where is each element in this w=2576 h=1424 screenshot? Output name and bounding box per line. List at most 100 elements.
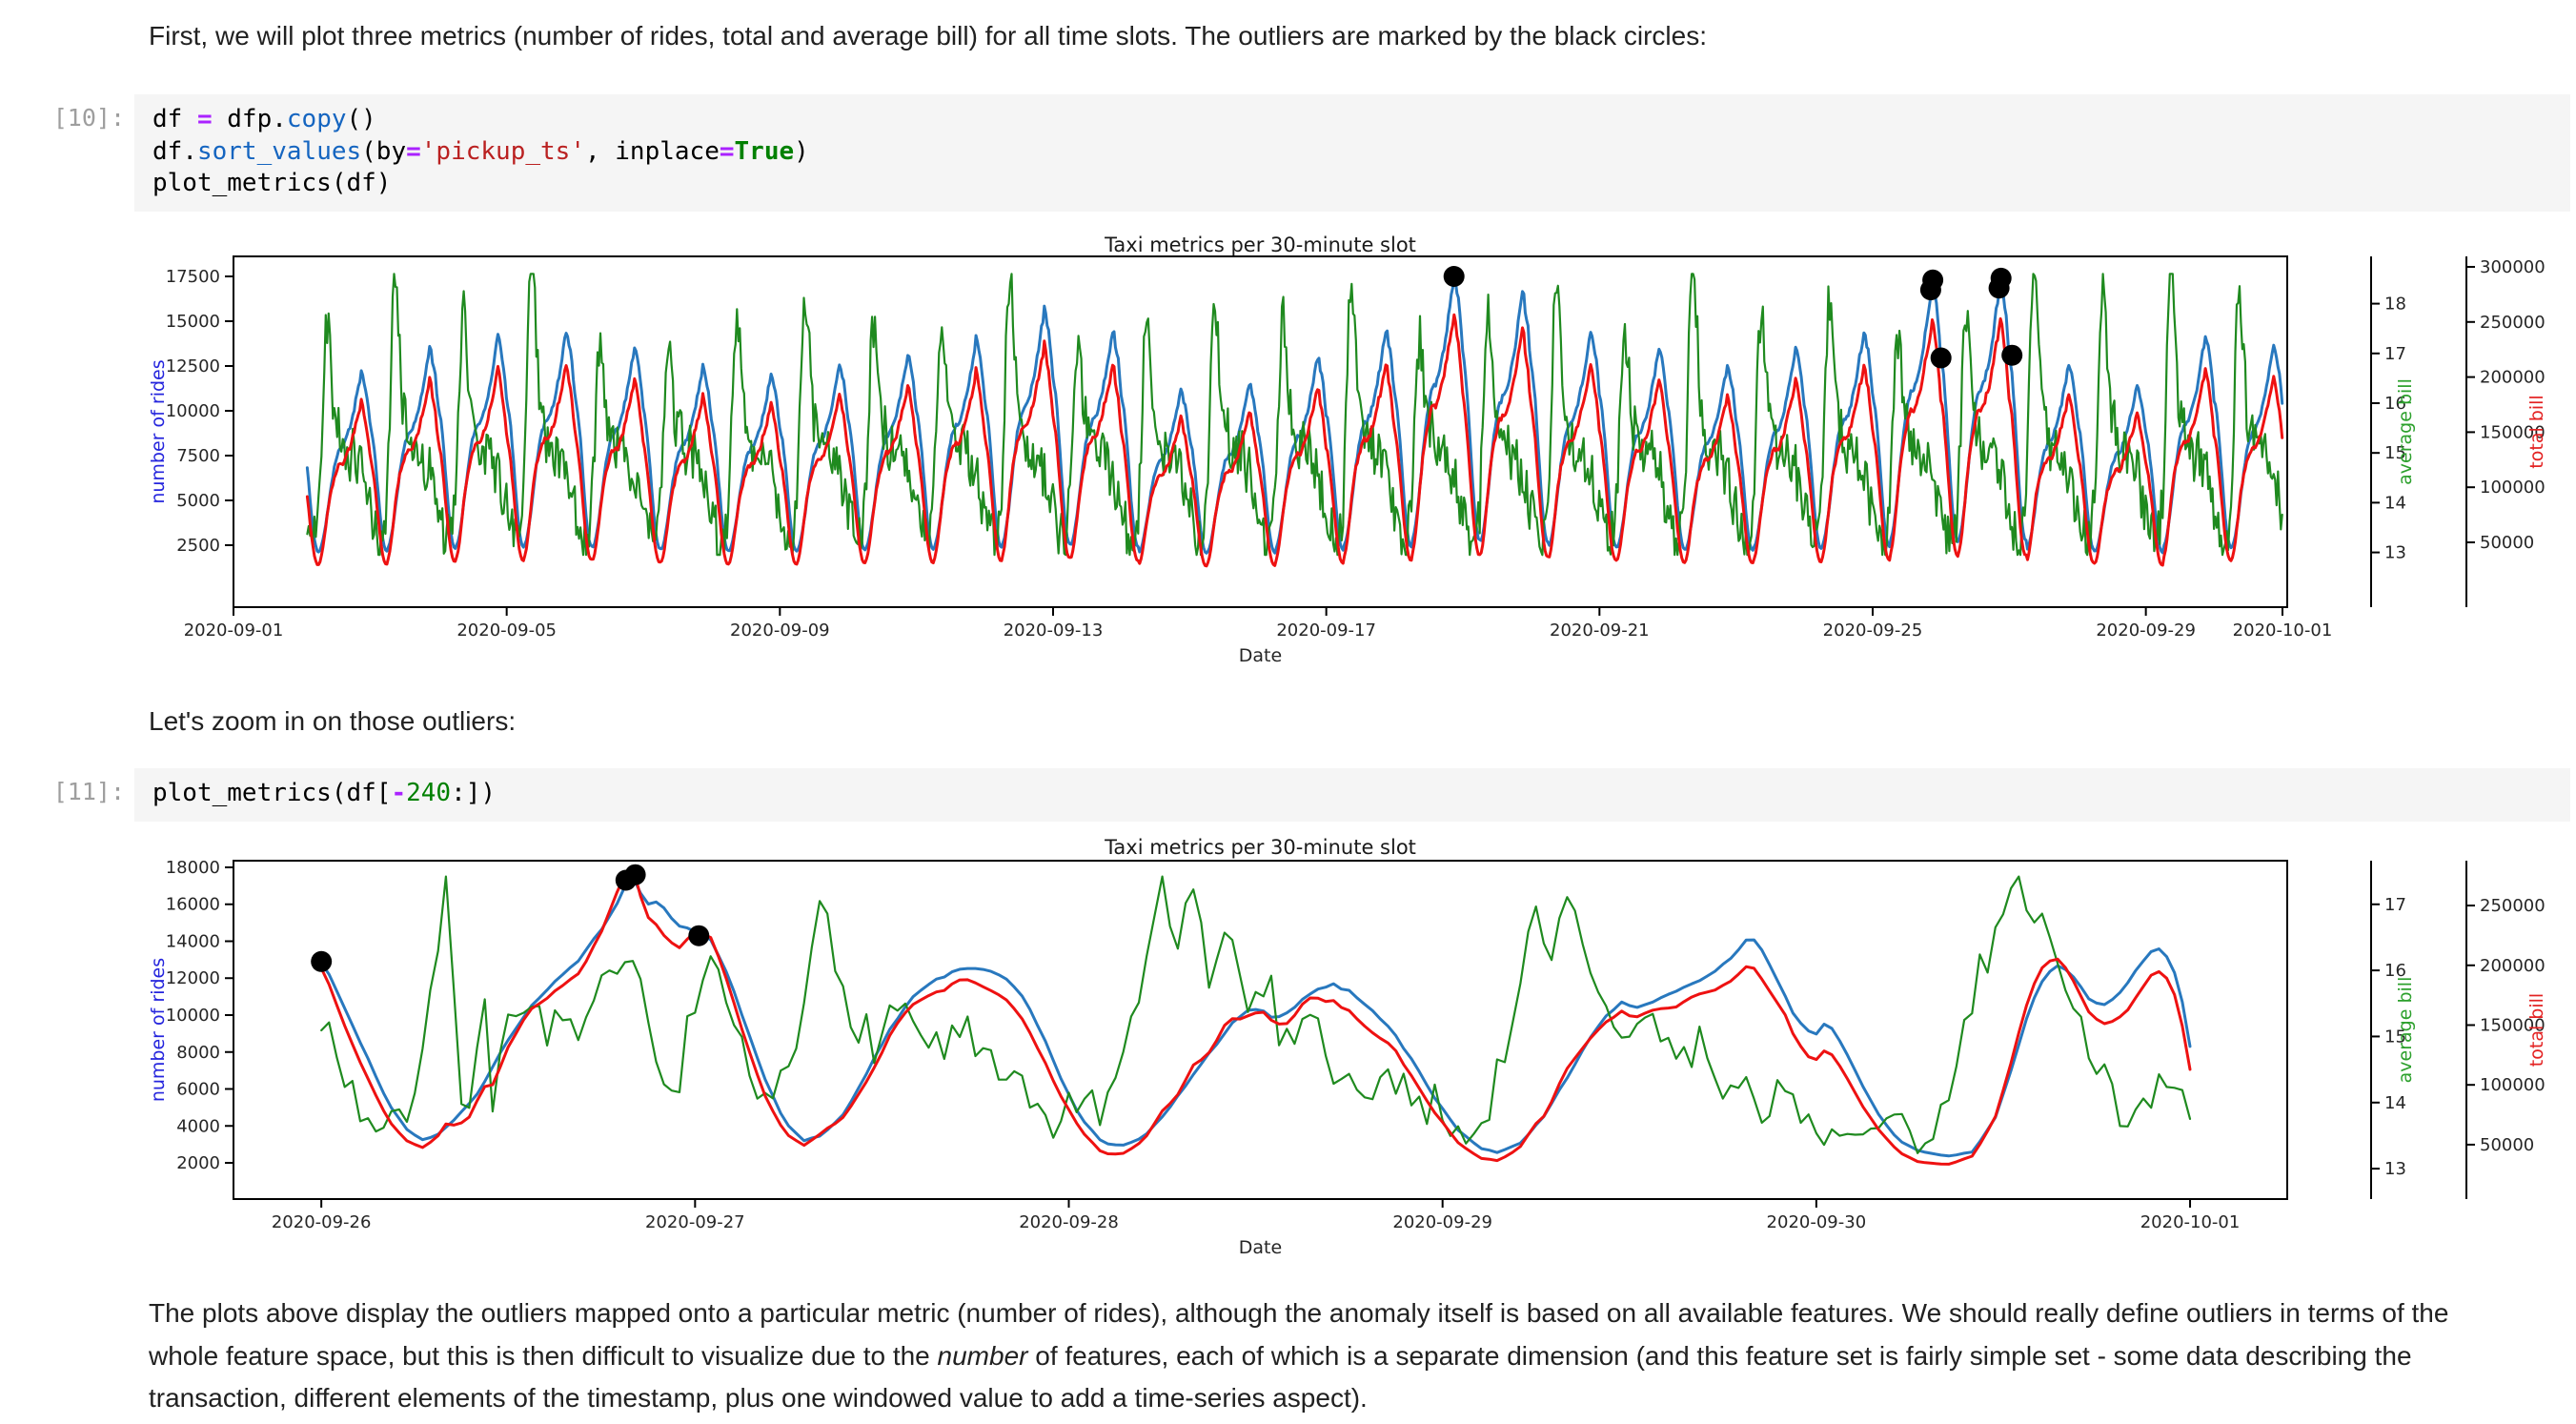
- svg-text:200000: 200000: [2480, 956, 2546, 976]
- chart-output-taxi-metrics-all: Taxi metrics per 30-minute slot 2500 5000 7…: [0, 231, 2576, 674]
- code-token: =: [196, 104, 213, 133]
- code-token: 'pickup_ts': [420, 136, 585, 166]
- markdown-cell-zoom: Let's zoom in on those outliers:: [149, 706, 517, 737]
- svg-text:2020-09-01: 2020-09-01: [184, 620, 284, 641]
- code-token: ): [794, 136, 809, 166]
- svg-text:2020-09-27: 2020-09-27: [645, 1212, 745, 1232]
- svg-text:2500: 2500: [176, 536, 220, 556]
- svg-text:15: 15: [2384, 1027, 2406, 1047]
- svg-text:15000: 15000: [166, 312, 220, 332]
- svg-text:Date: Date: [1239, 1237, 1282, 1256]
- cell-prompt: [10]:: [52, 103, 125, 132]
- chart-plot2: Taxi metrics per 30-minute slot 2000 4000 6…: [148, 836, 2547, 1256]
- svg-text:10000: 10000: [166, 401, 220, 421]
- code-token: :]): [451, 778, 497, 807]
- code-input[interactable]: df = dfp.copy() df.sort_values(by='pickup…: [134, 93, 2570, 213]
- svg-text:total bill: total bill: [2526, 395, 2547, 468]
- svg-text:average bill: average bill: [2395, 378, 2416, 485]
- svg-text:2020-10-01: 2020-10-01: [2233, 620, 2333, 641]
- svg-text:16: 16: [2384, 961, 2406, 981]
- code-token: =: [406, 136, 421, 166]
- code-token: .: [182, 136, 197, 166]
- code-token: 240: [406, 778, 452, 807]
- code-cell-10: [10]: df = dfp.copy() df.sort_values(by='…: [0, 93, 2576, 213]
- code-token: df: [152, 104, 197, 133]
- svg-text:2000: 2000: [176, 1153, 220, 1173]
- svg-text:2020-09-25: 2020-09-25: [1823, 620, 1923, 641]
- svg-text:2020-10-01: 2020-10-01: [2140, 1212, 2241, 1232]
- svg-text:2020-09-29: 2020-09-29: [2096, 620, 2196, 641]
- code-token: plot_metrics(df[: [152, 778, 392, 807]
- svg-text:Date: Date: [1239, 645, 1282, 666]
- paragraph-text: of features, each of which is a separate…: [149, 1340, 2412, 1414]
- svg-text:150000: 150000: [2480, 423, 2546, 443]
- svg-text:5000: 5000: [176, 491, 220, 511]
- code-input[interactable]: plot_metrics(df[-240:]): [134, 767, 2570, 822]
- svg-text:50000: 50000: [2480, 1135, 2534, 1155]
- svg-text:Taxi metrics per 30-minute slo: Taxi metrics per 30-minute slot: [1104, 836, 1416, 859]
- svg-text:2020-09-13: 2020-09-13: [1004, 620, 1104, 641]
- svg-text:100000: 100000: [2480, 1075, 2546, 1095]
- emphasized-text: number: [937, 1340, 1028, 1371]
- svg-text:17: 17: [2384, 895, 2406, 915]
- svg-text:250000: 250000: [2480, 896, 2546, 916]
- svg-text:17: 17: [2384, 344, 2406, 364]
- chart-plot1: Taxi metrics per 30-minute slot 2500 5000 7…: [148, 234, 2547, 666]
- code-cell-11: [11]: plot_metrics(df[-240:]): [0, 767, 2576, 822]
- svg-text:50000: 50000: [2480, 533, 2534, 553]
- svg-text:15: 15: [2384, 443, 2406, 463]
- svg-text:12500: 12500: [166, 356, 220, 376]
- svg-text:Taxi metrics per 30-minute slo: Taxi metrics per 30-minute slot: [1104, 234, 1416, 256]
- svg-text:100000: 100000: [2480, 478, 2546, 498]
- svg-text:average bill: average bill: [2395, 976, 2416, 1083]
- svg-text:number of rides: number of rides: [148, 958, 169, 1102]
- svg-text:2020-09-29: 2020-09-29: [1392, 1212, 1492, 1232]
- svg-text:14: 14: [2384, 494, 2406, 514]
- code-token: dfp: [212, 104, 273, 133]
- svg-text:14: 14: [2384, 1093, 2406, 1113]
- paragraph-text: The plots above display the outliers map…: [149, 1297, 2449, 1371]
- svg-text:10000: 10000: [166, 1006, 220, 1026]
- svg-text:4000: 4000: [176, 1116, 220, 1136]
- code-token: df: [152, 136, 183, 166]
- code-token: -: [391, 778, 407, 807]
- cell-prompt: [11]:: [52, 777, 125, 805]
- markdown-cell-discussion: The plots above display the outliers map…: [149, 1292, 2474, 1420]
- svg-text:2020-09-30: 2020-09-30: [1767, 1212, 1867, 1232]
- svg-text:200000: 200000: [2480, 368, 2546, 388]
- code-token: True: [734, 136, 795, 166]
- svg-text:18000: 18000: [166, 858, 220, 878]
- code-text[interactable]: plot_metrics(df[-240:]): [152, 778, 2570, 810]
- code-token: sort_values: [196, 136, 362, 166]
- svg-text:number of rides: number of rides: [148, 360, 169, 504]
- svg-text:18: 18: [2384, 295, 2406, 315]
- code-token: (): [346, 104, 376, 133]
- svg-text:13: 13: [2384, 543, 2406, 563]
- code-token: , inplace: [584, 136, 720, 166]
- svg-text:300000: 300000: [2480, 257, 2546, 277]
- markdown-cell-intro: First, we will plot three metrics (numbe…: [149, 21, 1707, 51]
- code-token: (by: [361, 136, 407, 166]
- svg-text:7500: 7500: [176, 446, 220, 466]
- svg-text:150000: 150000: [2480, 1015, 2546, 1035]
- svg-text:2020-09-09: 2020-09-09: [730, 620, 830, 641]
- svg-text:6000: 6000: [176, 1079, 220, 1099]
- svg-text:2020-09-26: 2020-09-26: [272, 1212, 372, 1232]
- code-token: .: [272, 104, 287, 133]
- svg-text:17500: 17500: [166, 267, 220, 287]
- svg-text:13: 13: [2384, 1159, 2406, 1179]
- chart-output-taxi-metrics-zoom: Taxi metrics per 30-minute slot 2000 4000 6…: [0, 835, 2576, 1256]
- svg-text:total bill: total bill: [2526, 993, 2547, 1067]
- svg-text:16000: 16000: [166, 895, 220, 915]
- svg-text:12000: 12000: [166, 968, 220, 988]
- code-text[interactable]: df = dfp.copy() df.sort_values(by='pickup…: [152, 104, 2570, 200]
- svg-text:8000: 8000: [176, 1043, 220, 1063]
- code-token: copy: [286, 104, 347, 133]
- svg-text:16: 16: [2384, 394, 2406, 414]
- svg-text:2020-09-28: 2020-09-28: [1019, 1212, 1119, 1232]
- svg-text:2020-09-05: 2020-09-05: [456, 620, 557, 641]
- svg-text:14000: 14000: [166, 931, 220, 951]
- svg-text:2020-09-21: 2020-09-21: [1550, 620, 1650, 641]
- svg-text:2020-09-17: 2020-09-17: [1276, 620, 1376, 641]
